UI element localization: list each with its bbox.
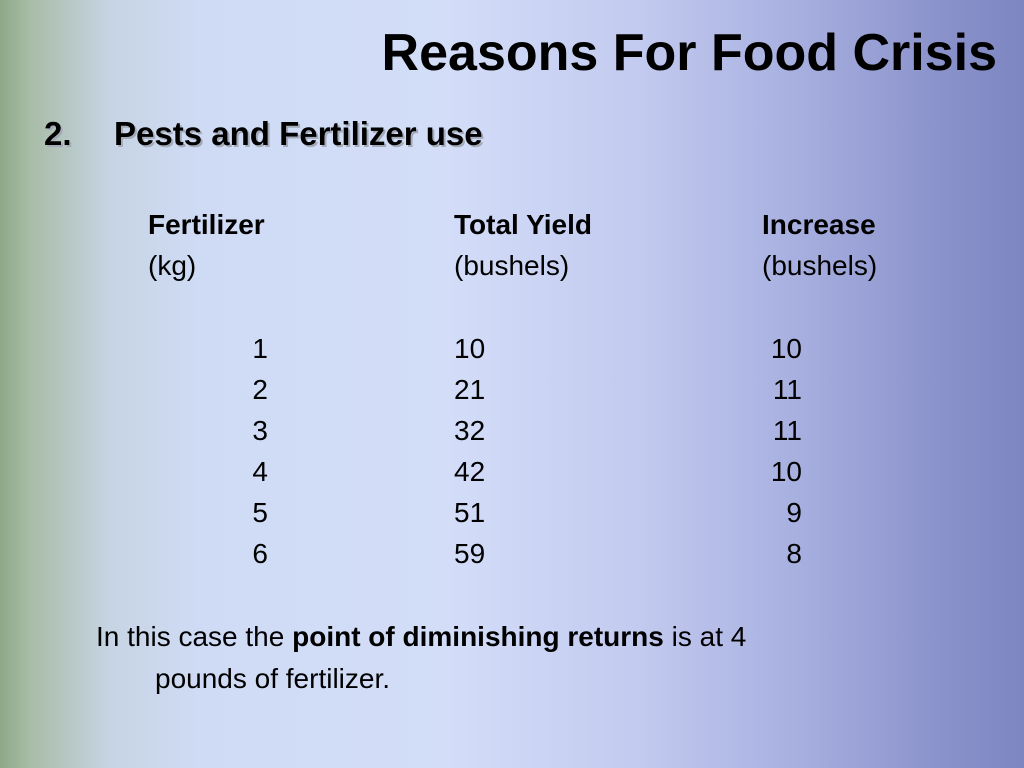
- table-cell: 11: [772, 415, 802, 446]
- table-cell: 51: [454, 497, 486, 528]
- table-cell: 9: [786, 497, 802, 528]
- slide-title: Reasons For Food Crisis: [381, 24, 997, 82]
- table-cell: 10: [770, 456, 802, 487]
- section-heading-text: Pests and Fertilizer use: [114, 115, 483, 152]
- table-cell: 10: [454, 333, 486, 364]
- conclusion-tail: is at 4: [663, 621, 747, 652]
- column-header-label: Increase: [762, 209, 876, 240]
- column-header-unit: (bushels): [454, 250, 570, 281]
- column-header-total-yield: Total Yield (bushels): [454, 204, 592, 286]
- table-cell: 6: [252, 538, 268, 569]
- table-cell: 59: [454, 538, 486, 569]
- table-cell: 8: [786, 538, 802, 569]
- table-cell: 21: [454, 374, 486, 405]
- table-cell: 2: [252, 374, 268, 405]
- section-heading: 2. Pests and Fertilizer use: [44, 112, 483, 156]
- conclusion-lead: In this case the: [96, 621, 293, 652]
- section-number: 2.: [44, 115, 72, 152]
- increase-column-values: 10 11 11 10 9 8: [762, 328, 802, 574]
- table-cell: 42: [454, 456, 486, 487]
- conclusion-text: In this case the point of diminishing re…: [96, 616, 916, 700]
- table-cell: 1: [252, 333, 268, 364]
- column-header-label: Fertilizer: [148, 209, 265, 240]
- conclusion-line-2: pounds of fertilizer.: [155, 663, 391, 694]
- column-header-fertilizer: Fertilizer (kg): [148, 204, 265, 286]
- conclusion-emphasis: point of diminishing returns: [292, 621, 664, 652]
- column-header-unit: (bushels): [762, 250, 878, 281]
- table-cell: 11: [772, 374, 802, 405]
- fertilizer-column-values: 1 2 3 4 5 6: [232, 328, 268, 574]
- table-cell: 10: [770, 333, 802, 364]
- table-cell: 3: [252, 415, 268, 446]
- column-header-increase: Increase (bushels): [762, 204, 877, 286]
- table-cell: 5: [252, 497, 268, 528]
- column-header-label: Total Yield: [454, 209, 592, 240]
- column-header-unit: (kg): [148, 250, 197, 281]
- total-yield-column-values: 10 21 32 42 51 59: [454, 328, 485, 574]
- table-cell: 32: [454, 415, 486, 446]
- table-cell: 4: [252, 456, 268, 487]
